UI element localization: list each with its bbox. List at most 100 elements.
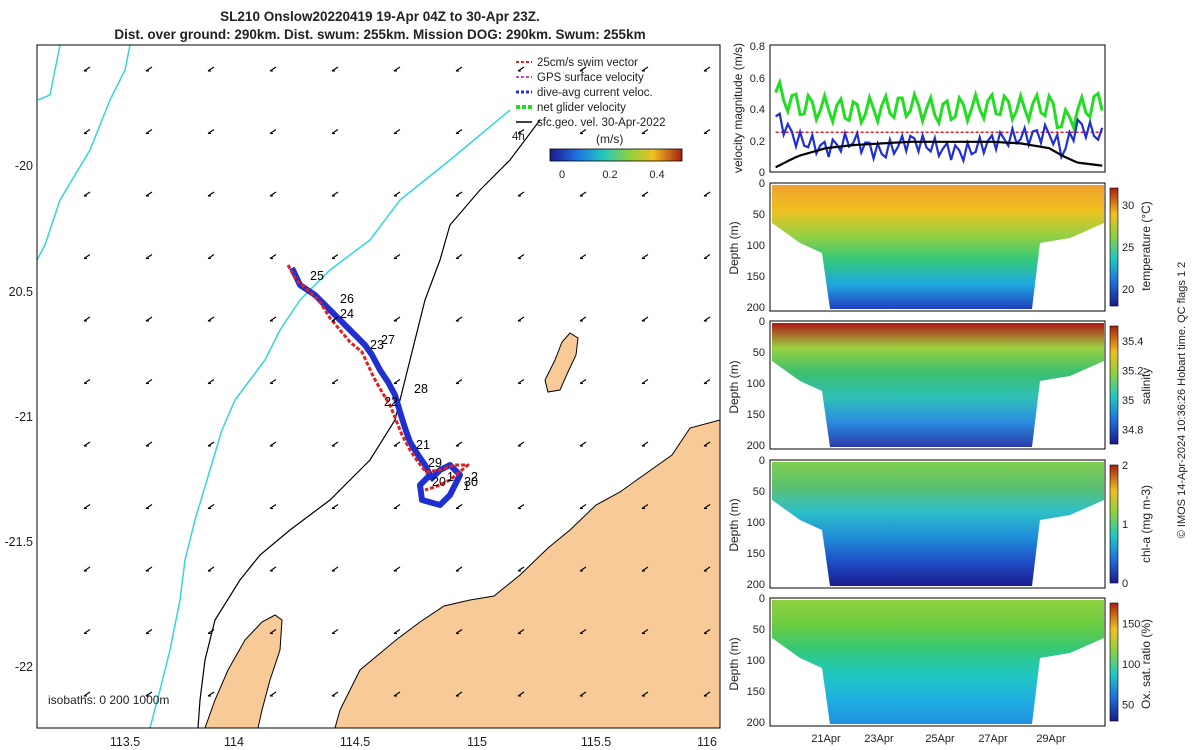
current-arrow bbox=[517, 254, 525, 260]
colorbar-tick: 20 bbox=[1122, 284, 1134, 296]
current-arrow bbox=[455, 129, 463, 135]
depth-tick: 150 bbox=[747, 686, 765, 698]
current-arrow bbox=[579, 379, 587, 385]
current-arrow bbox=[455, 379, 463, 385]
depth-tick: 0 bbox=[759, 593, 765, 605]
current-arrow bbox=[207, 129, 215, 135]
current-arrow bbox=[703, 691, 711, 697]
current-arrow bbox=[393, 129, 401, 135]
colorbar-tick: 35 bbox=[1122, 395, 1134, 407]
colorbar-tick: 0.4 bbox=[649, 169, 664, 181]
lat-tick: -20 bbox=[15, 159, 33, 173]
current-arrow bbox=[455, 254, 463, 260]
colorbar-tick: 100 bbox=[1122, 659, 1140, 671]
current-arrow bbox=[517, 566, 525, 572]
current-arrow bbox=[331, 66, 339, 72]
current-arrow bbox=[579, 191, 587, 197]
current-arrow bbox=[331, 316, 339, 322]
depth-tick: 200 bbox=[747, 579, 765, 591]
section-panel: 0 50 100 150 200 0 1 2 bbox=[747, 455, 1128, 591]
current-arrow bbox=[269, 441, 277, 447]
current-arrow bbox=[269, 691, 277, 697]
current-arrow bbox=[145, 316, 153, 322]
map-lon-ticks: 113.5 114 114.5 115 115.5 116 bbox=[110, 735, 717, 749]
colorbar-tick: 35.2 bbox=[1122, 365, 1143, 377]
current-arrow bbox=[83, 254, 91, 260]
section-ylabel: Depth (m) bbox=[727, 360, 741, 413]
lat-tick: -22 bbox=[15, 660, 33, 674]
current-arrow bbox=[579, 629, 587, 635]
colorbar-tick: 50 bbox=[1122, 700, 1134, 712]
x-tick: 27Apr bbox=[978, 733, 1008, 745]
depth-tick: 0 bbox=[759, 178, 765, 190]
section-panel: 0 50 100 150 200 34.8 35 35.2 35.4 bbox=[747, 316, 1144, 452]
lat-tick: 20.5 bbox=[9, 285, 33, 299]
current-arrow bbox=[393, 691, 401, 697]
colorbar-tick: 25 bbox=[1122, 242, 1134, 254]
current-arrow bbox=[331, 129, 339, 135]
current-arrow bbox=[145, 191, 153, 197]
section-colorbar bbox=[1109, 325, 1119, 445]
section-ylabel: Depth (m) bbox=[727, 498, 741, 551]
current-arrow bbox=[83, 504, 91, 510]
current-arrow bbox=[83, 566, 91, 572]
current-arrow bbox=[641, 629, 649, 635]
current-arrow bbox=[331, 191, 339, 197]
depth-tick: 50 bbox=[753, 624, 765, 636]
current-arrow bbox=[517, 504, 525, 510]
current-arrow bbox=[393, 379, 401, 385]
current-arrow bbox=[83, 66, 91, 72]
section-panel: 0 50 100 150 200 50 100 150 bbox=[747, 593, 1141, 729]
map-lat-ticks: -20 20.5 -21 -21.5 -22 bbox=[5, 159, 34, 674]
current-arrow bbox=[579, 316, 587, 322]
day-label: 30 bbox=[464, 475, 478, 489]
day-label: 1 bbox=[463, 479, 470, 493]
x-tick: 21Apr bbox=[811, 733, 841, 745]
colorbar-tick: 0.2 bbox=[602, 169, 617, 181]
current-arrow bbox=[703, 504, 711, 510]
current-arrow bbox=[145, 629, 153, 635]
x-tick: 23Apr bbox=[864, 733, 894, 745]
depth-tick: 200 bbox=[747, 302, 765, 314]
current-arrow bbox=[455, 316, 463, 322]
current-arrow bbox=[207, 66, 215, 72]
current-arrow bbox=[517, 191, 525, 197]
map-legend: 25cm/s swim vector GPS surface velocity … bbox=[512, 57, 683, 181]
current-arrow bbox=[393, 66, 401, 72]
current-arrow bbox=[269, 566, 277, 572]
depth-tick: 100 bbox=[747, 517, 765, 529]
current-arrow bbox=[269, 379, 277, 385]
current-arrow bbox=[455, 691, 463, 697]
isobath-200m bbox=[197, 119, 541, 728]
velocity-ylabel: velocity magnitude (m/s) bbox=[731, 43, 745, 173]
current-arrow bbox=[393, 316, 401, 322]
section-colorbar bbox=[1109, 464, 1119, 584]
current-arrow bbox=[641, 66, 649, 72]
current-arrow bbox=[83, 129, 91, 135]
legend-label: sfc.geo. vel. 30-Apr-2022 bbox=[537, 117, 666, 129]
colorbar-tick: 1 bbox=[1122, 519, 1128, 531]
current-arrow bbox=[641, 191, 649, 197]
current-arrow bbox=[331, 441, 339, 447]
track-blue bbox=[289, 266, 463, 508]
colorbar-tick: 2 bbox=[1122, 460, 1128, 472]
current-arrow bbox=[641, 254, 649, 260]
y-tick: 0.6 bbox=[750, 73, 765, 85]
lon-tick: 114.5 bbox=[340, 735, 370, 749]
lon-tick: 113.5 bbox=[110, 735, 140, 749]
velocity-series-line bbox=[774, 77, 1104, 133]
velocity-series-line bbox=[775, 140, 1103, 169]
current-arrow bbox=[579, 129, 587, 135]
current-arrow bbox=[207, 566, 215, 572]
y-tick: 0.2 bbox=[750, 136, 765, 148]
current-arrow bbox=[517, 379, 525, 385]
colorbar-tick: 0 bbox=[1122, 578, 1128, 590]
current-arrow bbox=[641, 504, 649, 510]
current-arrow bbox=[145, 379, 153, 385]
day-label: 25 bbox=[310, 269, 324, 283]
current-arrow bbox=[703, 379, 711, 385]
lat-tick: -21.5 bbox=[5, 535, 34, 549]
current-arrow bbox=[145, 691, 153, 697]
day-label: 1 bbox=[447, 470, 454, 484]
current-arrow bbox=[83, 441, 91, 447]
